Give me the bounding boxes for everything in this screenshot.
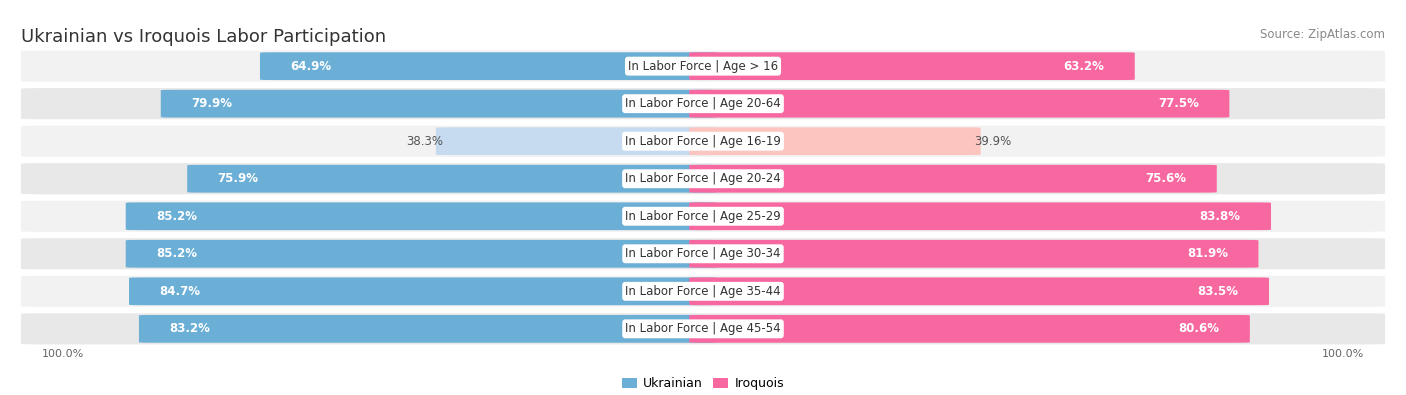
Text: 38.3%: 38.3% [406,135,443,148]
FancyBboxPatch shape [689,52,1135,80]
FancyBboxPatch shape [21,163,1385,194]
Text: 85.2%: 85.2% [156,247,197,260]
Text: 100.0%: 100.0% [1322,350,1364,359]
Text: 64.9%: 64.9% [290,60,332,73]
Text: In Labor Force | Age 25-29: In Labor Force | Age 25-29 [626,210,780,223]
Text: 100.0%: 100.0% [42,350,84,359]
FancyBboxPatch shape [21,201,1385,232]
Text: 84.7%: 84.7% [159,285,200,298]
Text: 75.6%: 75.6% [1146,172,1187,185]
FancyBboxPatch shape [21,238,1385,269]
Legend: Ukrainian, Iroquois: Ukrainian, Iroquois [617,372,789,395]
FancyBboxPatch shape [21,276,1385,307]
FancyBboxPatch shape [689,240,1258,268]
Text: 77.5%: 77.5% [1159,97,1199,110]
FancyBboxPatch shape [21,51,1385,82]
Text: 85.2%: 85.2% [156,210,197,223]
Text: 83.5%: 83.5% [1198,285,1239,298]
FancyBboxPatch shape [125,202,717,230]
FancyBboxPatch shape [689,277,1270,305]
FancyBboxPatch shape [260,52,717,80]
Text: In Labor Force | Age 30-34: In Labor Force | Age 30-34 [626,247,780,260]
FancyBboxPatch shape [21,313,1385,344]
Text: 83.8%: 83.8% [1199,210,1240,223]
Text: In Labor Force | Age 20-64: In Labor Force | Age 20-64 [626,97,780,110]
Text: Ukrainian vs Iroquois Labor Participation: Ukrainian vs Iroquois Labor Participatio… [21,28,387,46]
FancyBboxPatch shape [187,165,717,193]
FancyBboxPatch shape [689,202,1271,230]
FancyBboxPatch shape [139,315,717,343]
FancyBboxPatch shape [689,90,1229,118]
FancyBboxPatch shape [689,165,1216,193]
FancyBboxPatch shape [689,127,980,155]
Text: 80.6%: 80.6% [1178,322,1219,335]
Text: 81.9%: 81.9% [1187,247,1227,260]
Text: In Labor Force | Age 35-44: In Labor Force | Age 35-44 [626,285,780,298]
FancyBboxPatch shape [160,90,717,118]
Text: In Labor Force | Age 16-19: In Labor Force | Age 16-19 [626,135,780,148]
Text: 63.2%: 63.2% [1063,60,1105,73]
Text: In Labor Force | Age 45-54: In Labor Force | Age 45-54 [626,322,780,335]
FancyBboxPatch shape [21,126,1385,157]
Text: In Labor Force | Age > 16: In Labor Force | Age > 16 [628,60,778,73]
FancyBboxPatch shape [125,240,717,268]
FancyBboxPatch shape [21,88,1385,119]
FancyBboxPatch shape [689,315,1250,343]
Text: In Labor Force | Age 20-24: In Labor Force | Age 20-24 [626,172,780,185]
Text: Source: ZipAtlas.com: Source: ZipAtlas.com [1260,28,1385,41]
Text: 83.2%: 83.2% [169,322,209,335]
Text: 75.9%: 75.9% [218,172,259,185]
FancyBboxPatch shape [436,127,717,155]
FancyBboxPatch shape [129,277,717,305]
Text: 39.9%: 39.9% [974,135,1011,148]
Text: 79.9%: 79.9% [191,97,232,110]
